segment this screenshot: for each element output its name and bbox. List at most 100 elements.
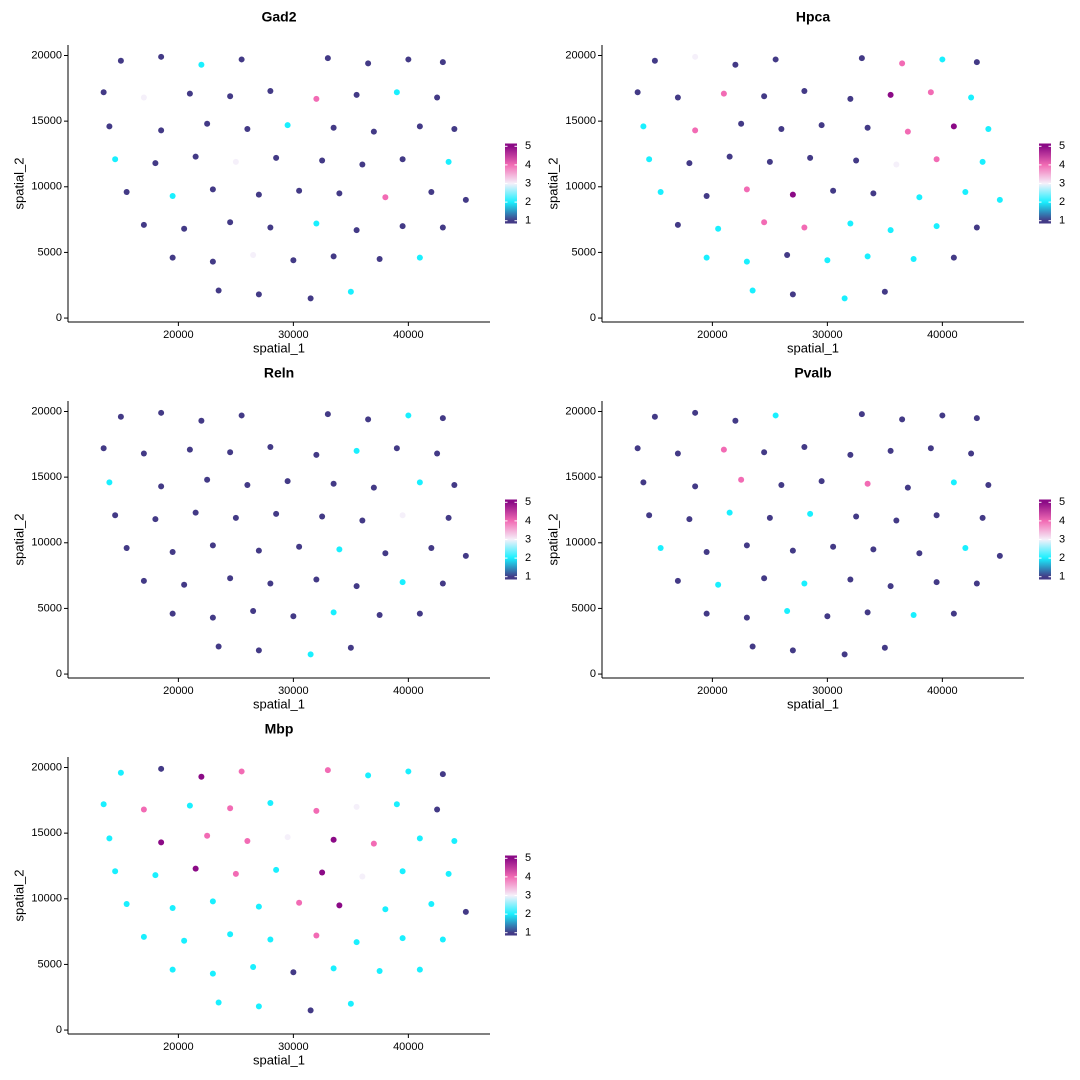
spot [204,832,211,839]
y-tick-label: 0 [590,312,596,324]
spot [651,57,658,64]
spot [634,89,641,96]
spot [181,225,188,232]
spot [801,224,808,231]
spot [267,580,274,587]
spot [273,866,280,873]
spot [801,443,808,450]
spot [428,189,435,196]
spot [140,221,147,228]
y-tick-label: 20000 [565,49,596,61]
colorbar-label: 3 [525,533,531,545]
spot [227,93,234,100]
spot [720,446,727,453]
spot [738,476,745,483]
x-axis-title: spatial_1 [253,696,305,711]
spot [847,95,854,102]
spot [359,517,366,524]
spot [743,186,750,193]
spot [198,61,205,68]
spot [186,446,193,453]
spot [916,550,923,557]
spot [232,514,239,521]
x-tick-label: 20000 [163,329,194,341]
y-axis-title: spatial_2 [11,513,26,565]
spot [761,575,768,582]
spot [117,413,124,420]
spot [336,546,343,553]
colorbar [505,499,517,580]
spot [841,295,848,302]
spot [399,223,406,230]
spot [158,839,165,846]
spot [140,450,147,457]
spot [307,1007,314,1014]
spot [158,765,165,772]
spot [353,803,360,810]
spot [973,224,980,231]
spot [267,224,274,231]
spot [646,156,653,163]
y-tick-label: 20000 [31,49,62,61]
colorbar-label: 2 [525,908,531,920]
spot [743,258,750,265]
spot [399,512,406,519]
spot [634,445,641,452]
spot [858,55,865,62]
spot [985,126,992,133]
spot [353,583,360,590]
spot [353,91,360,98]
spot [973,415,980,422]
spot [749,287,756,294]
y-tick-label: 5000 [38,602,62,614]
spot [319,157,326,164]
spot [703,610,710,617]
spot [807,510,814,517]
spot [227,449,234,456]
spot [169,548,176,555]
spot [692,127,699,134]
spot [313,576,320,583]
spot [789,547,796,554]
y-tick-label: 10000 [31,893,62,905]
spot [881,644,888,651]
spot [772,56,779,63]
spot [204,120,211,127]
spot [789,647,796,654]
spot [353,227,360,234]
spot [830,543,837,550]
spot [445,870,452,877]
spot [319,513,326,520]
spot [416,966,423,973]
spot [123,901,130,908]
y-tick-label: 5000 [572,246,596,258]
spot [962,545,969,552]
spot [140,933,147,940]
spot [703,192,710,199]
spot [439,580,446,587]
spot [692,483,699,490]
spot [255,291,262,298]
spot [904,484,911,491]
spot [209,898,216,905]
spot [296,543,303,550]
colorbar-label: 5 [1059,496,1065,508]
spot [186,802,193,809]
spot [434,806,441,813]
spot [910,611,917,618]
x-tick-label: 40000 [927,685,958,697]
colorbar-label: 1 [1059,215,1065,227]
y-tick-label: 15000 [565,115,596,127]
spot [215,643,222,650]
spot [319,869,326,876]
spot [152,516,159,523]
spot [640,479,647,486]
spot [215,287,222,294]
spot [267,936,274,943]
spot [933,579,940,586]
spot [927,445,934,452]
spot [204,476,211,483]
colorbar [1039,143,1051,224]
spot [985,482,992,489]
y-axis-title: spatial_2 [545,157,560,209]
